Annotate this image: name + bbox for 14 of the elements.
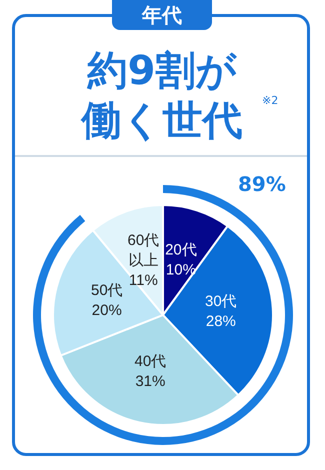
data-label: 31% <box>135 373 166 390</box>
data-label: 11% <box>128 272 158 289</box>
slice-label: 30代 <box>205 292 237 310</box>
data-label: 28% <box>206 312 236 330</box>
chart-title: 年代 <box>112 0 212 30</box>
chart-subtitle: 約9割が働く世代 <box>80 47 244 146</box>
slice-label: 60代以上 <box>128 232 160 269</box>
slice-label: 40代 <box>134 353 166 370</box>
text: ※2 <box>262 94 278 107</box>
data-label: 89% <box>238 172 286 196</box>
data-label: 20% <box>92 302 122 320</box>
data-label: 10% <box>166 261 196 278</box>
slice-label: 50代 <box>90 282 123 300</box>
slice-label: 20代 <box>165 241 197 258</box>
